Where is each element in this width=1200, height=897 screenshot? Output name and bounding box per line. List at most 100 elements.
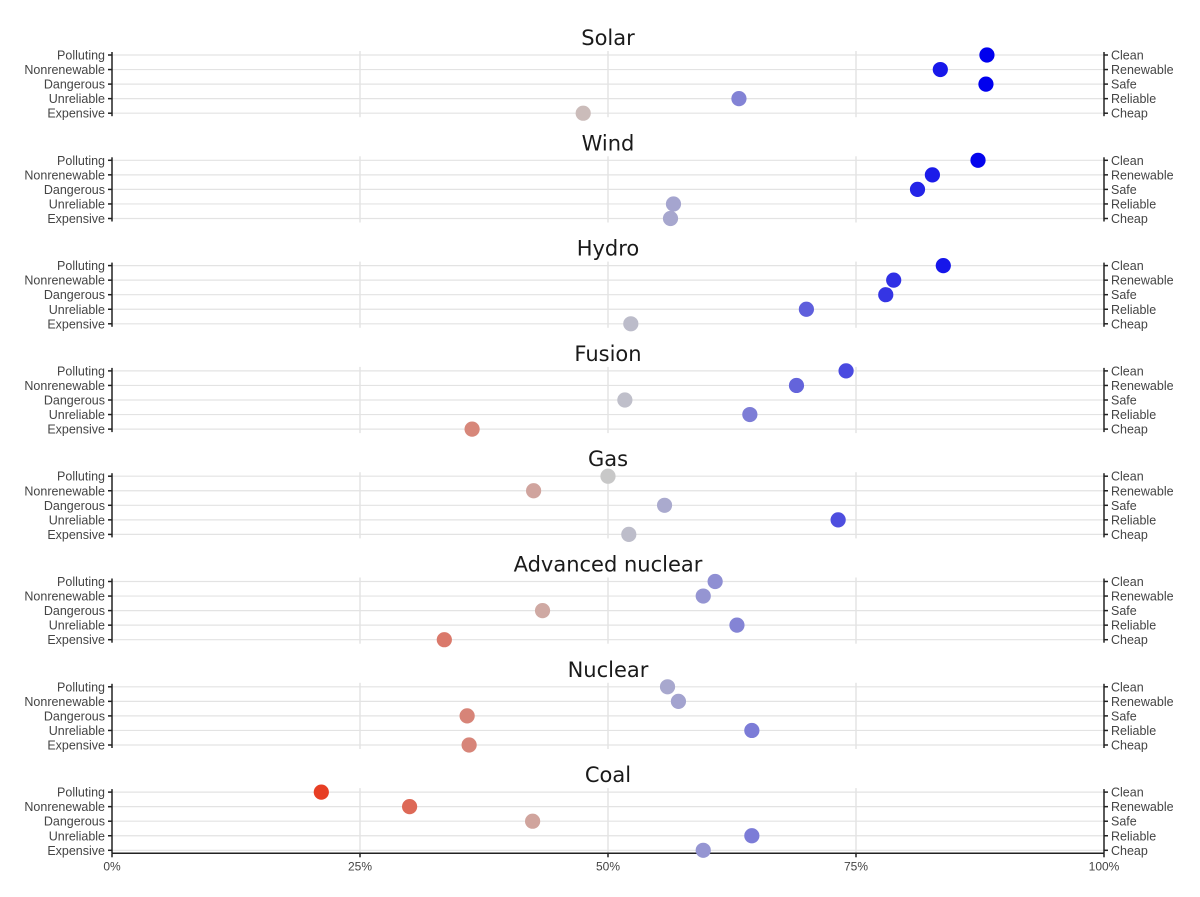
data-point [729,617,745,633]
negative-attribute-label: Dangerous [44,604,105,618]
positive-attribute-label: Cheap [1111,844,1148,858]
data-point [886,272,902,288]
negative-attribute-label: Polluting [57,470,105,484]
label-layer: Solar Polluting Clean Nonrenewable Renewable… [24,26,1173,873]
data-point [970,152,986,168]
positive-attribute-label: Safe [1111,499,1137,513]
data-point [695,842,711,858]
data-point [707,573,723,590]
negative-attribute-label: Polluting [57,154,105,168]
negative-attribute-label: Dangerous [44,709,105,723]
negative-attribute-label: Polluting [57,575,105,589]
positive-attribute-label: Clean [1111,49,1144,63]
facet-title: Advanced nuclear [514,553,703,577]
data-point [662,210,679,227]
positive-attribute-label: Reliable [1111,513,1156,527]
positive-attribute-label: Renewable [1111,379,1174,393]
data-point [731,91,747,107]
data-point [659,679,676,695]
data-point [878,287,894,303]
point-layer [313,47,995,858]
positive-attribute-label: Clean [1111,259,1144,273]
positive-attribute-label: Clean [1111,680,1144,694]
data-point [979,47,995,63]
negative-attribute-label: Nonrenewable [24,379,105,393]
x-tick-label: 25% [348,859,372,873]
negative-attribute-label: Dangerous [44,288,105,302]
negative-attribute-label: Nonrenewable [24,695,105,709]
data-point [313,784,329,800]
data-point [461,737,477,753]
positive-attribute-label: Cheap [1111,423,1148,437]
positive-attribute-label: Safe [1111,183,1137,197]
negative-attribute-label: Unreliable [49,513,105,527]
positive-attribute-label: Cheap [1111,528,1148,542]
negative-attribute-label: Polluting [57,786,105,800]
x-tick-label: 50% [596,859,620,873]
data-point [526,483,542,499]
data-point [798,301,815,317]
data-point [742,406,758,423]
x-tick-label: 100% [1089,859,1120,873]
negative-attribute-label: Polluting [57,364,105,378]
negative-attribute-label: Nonrenewable [24,590,105,604]
data-point [402,799,418,815]
negative-attribute-label: Expensive [47,107,105,121]
data-point [575,105,591,121]
axis-layer [108,52,1108,858]
data-point [788,377,805,394]
x-tick-label: 75% [844,859,868,873]
negative-attribute-label: Expensive [47,528,105,542]
negative-attribute-label: Unreliable [49,408,105,422]
positive-attribute-label: Safe [1111,604,1137,618]
x-tick-label: 0% [103,859,121,873]
negative-attribute-label: Unreliable [49,619,105,633]
negative-attribute-label: Nonrenewable [24,274,105,288]
negative-attribute-label: Dangerous [44,183,105,197]
negative-attribute-label: Nonrenewable [24,484,105,498]
data-point [924,167,940,183]
negative-attribute-label: Expensive [47,317,105,331]
negative-attribute-label: Dangerous [44,78,105,92]
negative-attribute-label: Nonrenewable [24,63,105,77]
facet-title: Gas [588,447,628,471]
data-point [978,76,994,92]
negative-attribute-label: Dangerous [44,394,105,408]
data-point [838,363,854,379]
negative-attribute-label: Nonrenewable [24,800,105,814]
positive-attribute-label: Cheap [1111,212,1148,226]
data-point [830,512,846,528]
facet-title: Solar [581,26,635,50]
positive-attribute-label: Clean [1111,786,1144,800]
data-point [932,61,948,78]
positive-attribute-label: Reliable [1111,303,1156,317]
negative-attribute-label: Dangerous [44,815,105,829]
negative-attribute-label: Polluting [57,680,105,694]
negative-attribute-label: Expensive [47,739,105,753]
data-point [621,526,637,543]
data-point [534,603,551,619]
data-point [670,693,687,709]
positive-attribute-label: Renewable [1111,695,1174,709]
data-point [623,316,639,332]
positive-attribute-label: Renewable [1111,63,1174,77]
facet-title: Hydro [577,237,640,261]
data-point [617,392,633,408]
data-point [695,588,711,604]
facet-title: Coal [585,763,631,787]
facet-title: Nuclear [568,658,649,682]
data-point [464,421,480,437]
negative-attribute-label: Unreliable [49,197,105,211]
positive-attribute-label: Renewable [1111,590,1174,604]
positive-attribute-label: Reliable [1111,92,1156,106]
positive-attribute-label: Safe [1111,709,1137,723]
positive-attribute-label: Clean [1111,154,1144,168]
data-point [656,497,673,513]
positive-attribute-label: Renewable [1111,274,1174,288]
positive-attribute-label: Reliable [1111,408,1156,422]
positive-attribute-label: Clean [1111,364,1144,378]
positive-attribute-label: Renewable [1111,800,1174,814]
negative-attribute-label: Unreliable [49,724,105,738]
positive-attribute-label: Cheap [1111,739,1148,753]
positive-attribute-label: Cheap [1111,107,1148,121]
